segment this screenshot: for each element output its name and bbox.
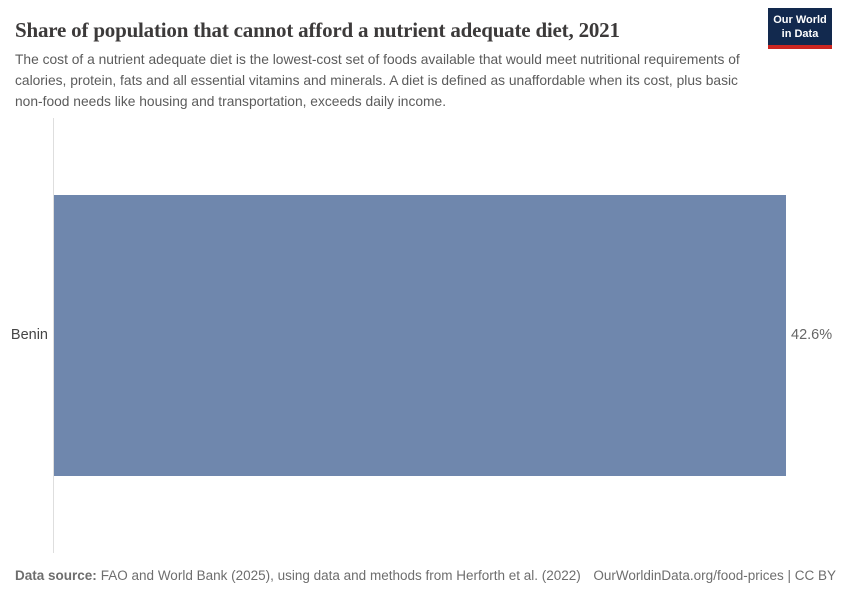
y-axis-line [53,118,54,553]
data-source-label: Data source: [15,568,97,583]
value-label-benin: 42.6% [791,327,833,343]
owid-logo-text-line1: Our World [773,14,827,26]
owid-logo-text-line2: in Data [781,28,819,40]
bar-benin[interactable] [54,195,786,476]
owid-logo: Our World in Data [768,8,832,49]
bar-track [54,195,786,476]
attribution-link[interactable]: OurWorldinData.org/food-prices | CC BY [593,568,836,583]
entity-label-benin: Benin [10,327,48,343]
chart-title: Share of population that cannot afford a… [15,18,620,42]
data-source: Data source: FAO and World Bank (2025), u… [15,567,581,585]
footer: Data source: FAO and World Bank (2025), u… [15,567,836,585]
chart-subtitle: The cost of a nutrient adequate diet is … [15,52,740,109]
data-source-text: FAO and World Bank (2025), using data an… [100,568,581,583]
